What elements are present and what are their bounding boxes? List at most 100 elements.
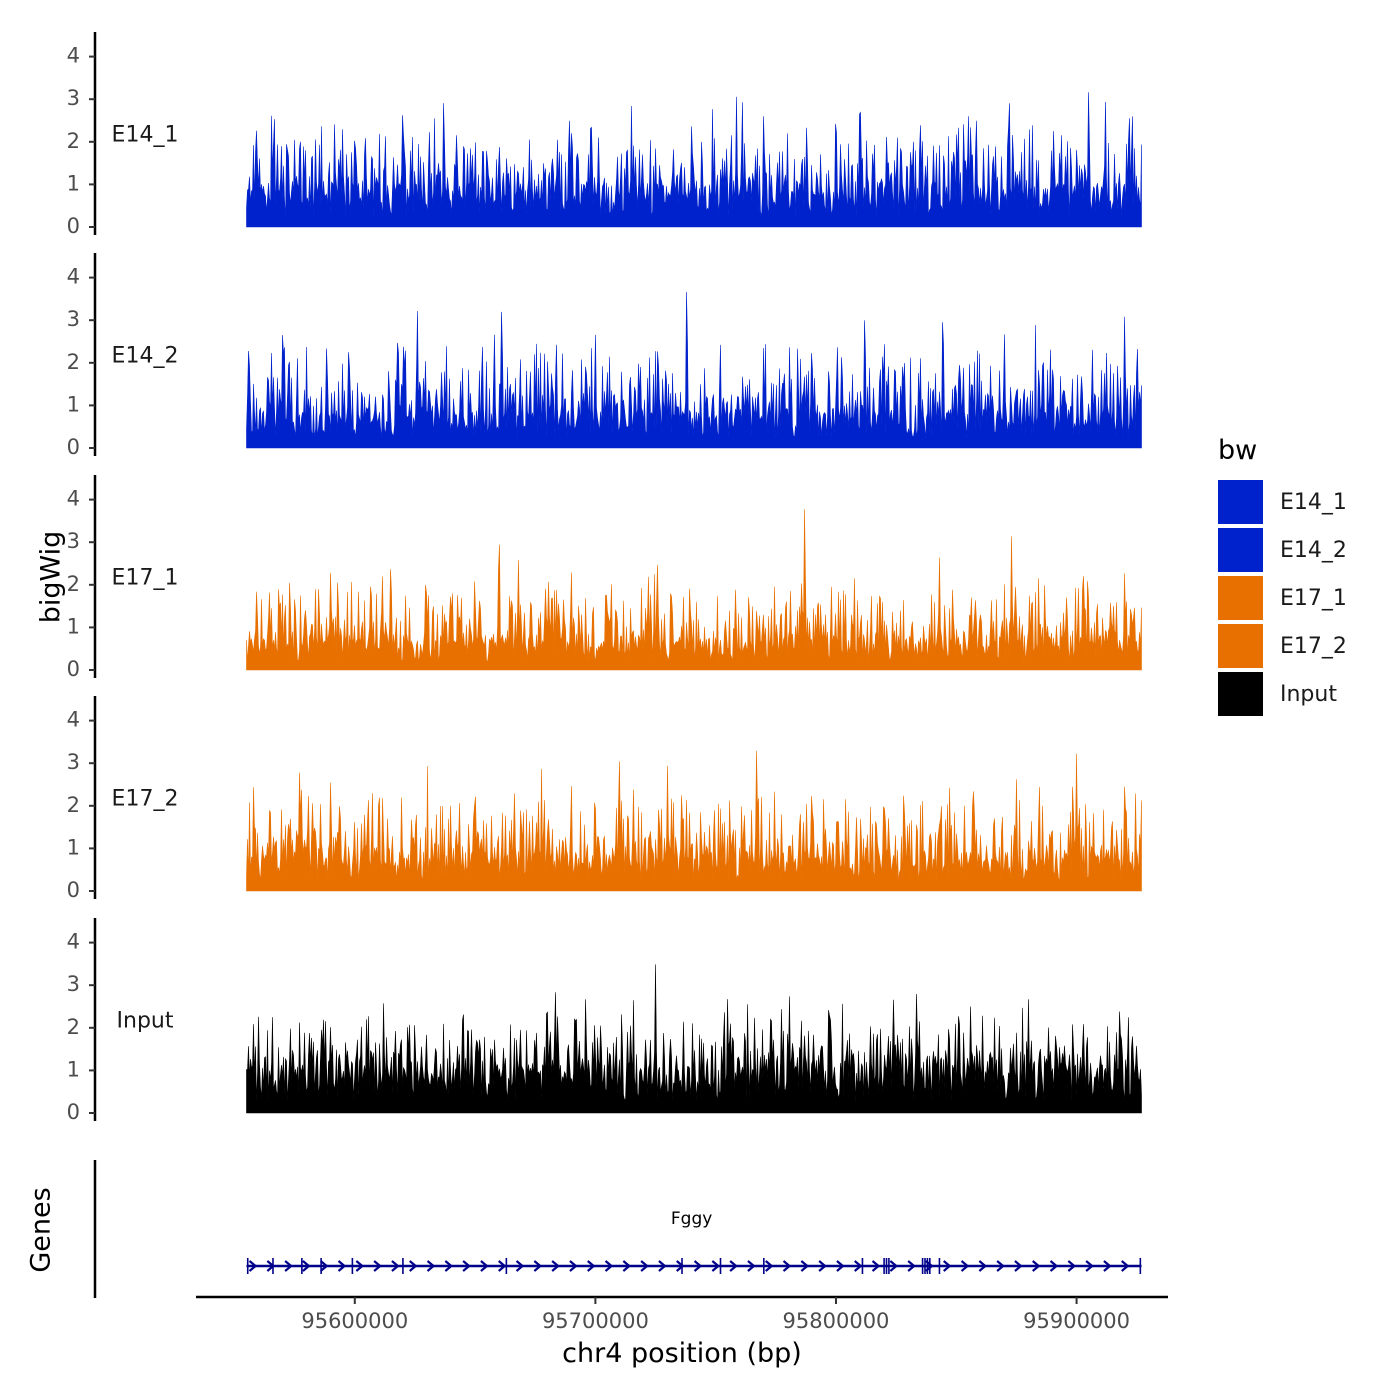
track-label: Input [117, 1008, 174, 1033]
strand-arrow [747, 1260, 756, 1272]
x-axis: 95600000 95700000 95800000 95900000 [196, 1295, 1168, 1333]
strand-arrow [800, 1260, 810, 1272]
strand-arrow [1049, 1260, 1059, 1272]
strand-arrow [284, 1260, 293, 1272]
strand-arrow [907, 1260, 916, 1272]
x-axis-title: chr4 position (bp) [562, 1338, 802, 1369]
legend-label: Input [1280, 682, 1337, 707]
track-e17-2: 0 1 2 3 4 E17_2 [67, 696, 1142, 902]
strand-arrow [889, 1260, 899, 1272]
strand-arrow [854, 1260, 863, 1272]
strand-arrow [693, 1260, 703, 1272]
legend-label: E17_2 [1280, 634, 1347, 659]
strand-arrow [604, 1260, 614, 1272]
strand-arrow [569, 1260, 578, 1272]
strand-arrow [320, 1260, 329, 1272]
strand-arrow [960, 1260, 970, 1272]
y-tick-label: 4 [67, 44, 80, 68]
strand-arrow [248, 1260, 258, 1272]
strand-arrow [462, 1260, 471, 1272]
legend: bw E14_1 E14_2 E17_1 E17_2 Input [1218, 435, 1347, 716]
strand-arrow [515, 1260, 525, 1272]
y-tick-label: 2 [67, 129, 80, 153]
y-tick-label: 3 [67, 529, 80, 553]
y-tick-label: 2 [67, 350, 80, 374]
track-e17-1: 0 1 2 3 4 E17_1 [67, 475, 1142, 681]
y-tick-label: 1 [67, 1057, 80, 1081]
strand-arrow [729, 1260, 738, 1272]
strand-arrow [782, 1260, 792, 1272]
strand-arrow [640, 1260, 649, 1272]
signal-area [246, 964, 1142, 1114]
y-tick-label: 1 [67, 392, 80, 416]
signal-area [246, 750, 1142, 892]
y-tick-label: 3 [67, 750, 80, 774]
track-label: E17_2 [112, 786, 179, 811]
y-tick-label: 4 [67, 930, 80, 954]
legend-title: bw [1218, 435, 1257, 466]
y-tick-label: 0 [67, 214, 80, 238]
signal-area [246, 291, 1142, 449]
strand-arrow [551, 1260, 560, 1272]
strand-arrow [1085, 1260, 1094, 1272]
y-tick-label: 3 [67, 86, 80, 110]
strand-arrow [996, 1260, 1005, 1272]
y-tick-label: 0 [67, 1100, 80, 1124]
y-tick-label: 2 [67, 1015, 80, 1039]
y-tick-label: 2 [67, 793, 80, 817]
legend-swatch [1218, 480, 1263, 524]
y-tick-label: 1 [67, 835, 80, 859]
track-e14-1: 0 1 2 3 4 E14_1 [67, 32, 1142, 238]
x-tick-label: 95900000 [1023, 1309, 1130, 1333]
y-tick-label: 4 [67, 265, 80, 289]
strand-arrow [1103, 1260, 1112, 1272]
strand-arrow [622, 1260, 632, 1272]
strand-arrow [1121, 1260, 1130, 1272]
legend-swatch [1218, 672, 1263, 716]
y-tick-label: 0 [67, 657, 80, 681]
strand-arrow [1067, 1260, 1077, 1272]
strand-arrow [480, 1260, 489, 1272]
strand-arrow [373, 1260, 382, 1272]
tracks-layer: 0 1 2 3 4 E14_1 0 1 2 3 4 E14_2 0 1 2 3 4 E17_1 0 1 2 3 4 E17_2… [67, 32, 1142, 1124]
genes-axis-title: Genes [26, 1187, 57, 1272]
y-tick-label: 1 [67, 614, 80, 638]
strand-arrow [444, 1260, 454, 1272]
strand-arrow [337, 1260, 347, 1272]
strand-arrow [765, 1260, 774, 1272]
x-tick-label: 95600000 [301, 1309, 408, 1333]
legend-label: E14_2 [1280, 538, 1347, 563]
x-tick-label: 95800000 [783, 1309, 890, 1333]
strand-arrow [1032, 1260, 1041, 1272]
legend-swatch [1218, 576, 1263, 620]
strand-arrow [498, 1260, 507, 1272]
strand-arrow [978, 1260, 988, 1272]
track-e14-2: 0 1 2 3 4 E14_2 [67, 253, 1142, 459]
strand-arrow [302, 1260, 311, 1272]
strand-arrow [409, 1260, 418, 1272]
legend-swatch [1218, 528, 1263, 572]
track-label: E14_1 [112, 122, 179, 147]
legend-label: E17_1 [1280, 586, 1347, 611]
strand-arrow [711, 1260, 721, 1272]
strand-arrow [355, 1260, 365, 1272]
y-tick-label: 3 [67, 307, 80, 331]
strand-arrow [658, 1260, 667, 1272]
y-tick-label: 2 [67, 572, 80, 596]
signal-area [246, 92, 1142, 228]
strand-arrow [836, 1260, 845, 1272]
y-tick-label: 0 [67, 878, 80, 902]
track-input: 0 1 2 3 4 Input [67, 918, 1142, 1124]
signal-area [246, 509, 1142, 671]
strand-arrow [391, 1260, 400, 1272]
legend-swatch [1218, 624, 1263, 668]
gene-name-label: Fggy [671, 1209, 712, 1229]
y-tick-label: 0 [67, 435, 80, 459]
genes-track: Fggy [93, 1160, 1142, 1298]
track-label: E17_1 [112, 565, 179, 590]
y-tick-label: 4 [67, 708, 80, 732]
y-tick-label: 4 [67, 487, 80, 511]
strand-arrow [426, 1260, 436, 1272]
